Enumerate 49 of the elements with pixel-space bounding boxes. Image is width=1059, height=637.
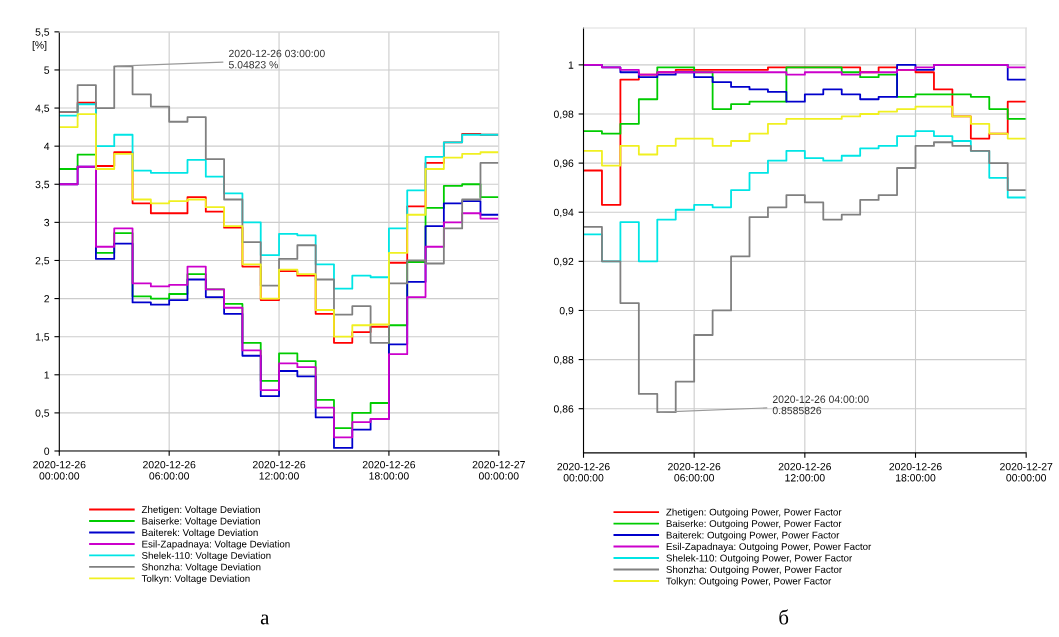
y-tick-label: 0 (44, 447, 50, 455)
text: б (779, 609, 789, 625)
legend-label: Tolkyn: Outgoing Power, Power Factor (666, 577, 832, 587)
x-tick-label: 2020-12-27 00:00:00 (472, 460, 525, 480)
y-tick-label: 5 (44, 66, 50, 74)
legend-label: Shonzha: Outgoing Power, Power Factor (666, 565, 842, 575)
y-tick-label: 5,5 (35, 28, 50, 37)
legend-label: Baiterek: Outgoing Power, Power Factor (666, 531, 840, 541)
legend-label: Baiterek: Voltage Deviation (142, 528, 258, 538)
y-tick-label: 2,5 (35, 256, 50, 266)
y-tick-label: 0,9 (559, 306, 574, 316)
legend-label: Esil-Zapadnaya: Voltage Deviation (142, 540, 290, 550)
x-tick-label: 2020-12-26 18:00:00 (889, 462, 942, 482)
y-tick-label: 0,92 (553, 257, 574, 267)
annotation: 2020-12-26 03:00:00 5.04823 % (228, 49, 325, 69)
y-tick-label: 0,98 (553, 110, 574, 120)
x-tick-label: 2020-12-26 12:00:00 (778, 462, 832, 482)
y-tick-label: 4,5 (35, 104, 50, 114)
y-tick-label: 3 (44, 218, 50, 227)
y-tick-label: 3,5 (35, 180, 50, 190)
legend-label: Baiserke: Outgoing Power, Power Factor (666, 519, 842, 529)
y-tick-label: 0,96 (553, 159, 574, 169)
y-tick-label: 1 (44, 371, 50, 379)
y-tick-label: 1,5 (35, 333, 50, 342)
annotation: 2020-12-26 04:00:00 0.8585826 (772, 395, 869, 415)
x-tick-label: 2020-12-26 00:00:00 (557, 462, 610, 482)
x-tick-label: 2020-12-26 06:00:00 (668, 462, 721, 482)
y-tick-label: 0,86 (553, 405, 574, 414)
y-tick-label: 2 (44, 295, 50, 303)
y-tick-label: 0,88 (553, 356, 574, 365)
legend-label: Shelek-110: Outgoing Power, Power Factor (666, 554, 853, 564)
x-tick-label: 2020-12-26 12:00:00 (252, 460, 306, 480)
legend-label: Shonzha: Voltage Deviation (142, 563, 261, 573)
y-tick-label: 4 (44, 142, 50, 150)
legend-label: Baiserke: Voltage Deviation (142, 517, 260, 527)
legend-label: Tolkyn: Voltage Deviation (141, 574, 250, 584)
x-tick-label: 2020-12-26 06:00:00 (143, 460, 196, 480)
legend-label: Zhetigen: Voltage Deviation (141, 505, 260, 515)
legend-label: Esil-Zapadnaya: Outgoing Power, Power Factor (666, 542, 872, 552)
legend-label: Shelek-110: Voltage Deviation (142, 551, 271, 561)
y-tick-label: 1 (568, 61, 574, 69)
x-tick-label: 2020-12-26 18:00:00 (362, 460, 416, 480)
y-tick-label: 0,5 (35, 409, 50, 418)
y-axis-title: [%] (32, 41, 47, 51)
x-tick-label: 2020-12-26 00:00:00 (33, 460, 86, 480)
text: а (260, 614, 270, 625)
x-tick-label: 2020-12-27 00:00:00 (1000, 462, 1053, 482)
y-tick-label: 0,94 (553, 208, 574, 218)
legend-label: Zhetigen: Outgoing Power, Power Factor (666, 508, 842, 518)
